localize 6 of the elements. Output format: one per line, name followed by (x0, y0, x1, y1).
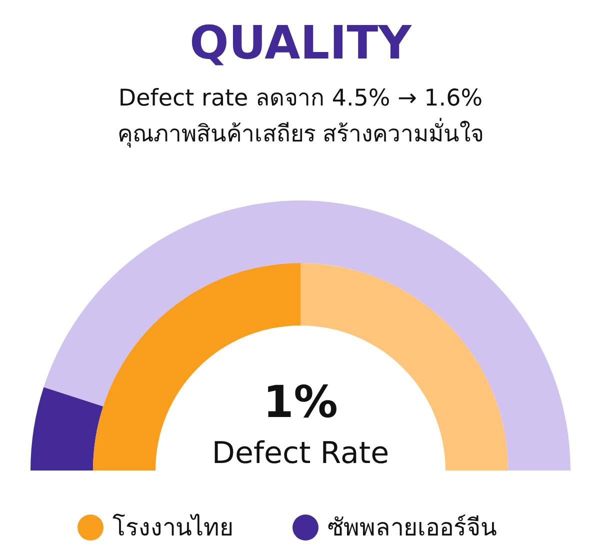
chart-title: QUALITY (190, 16, 412, 70)
chart-subtitle: Defect rate ลดจาก 4.5% → 1.6% คุณภาพสินค้าเสถียร สร้างความมั่นใจ (117, 86, 484, 148)
text: 1% (263, 377, 338, 428)
legend-label: โรงงานไทย (112, 514, 234, 542)
legend-label: ซัพพลายเออร์จีน (328, 514, 496, 542)
text: Defect Rate (212, 436, 390, 471)
